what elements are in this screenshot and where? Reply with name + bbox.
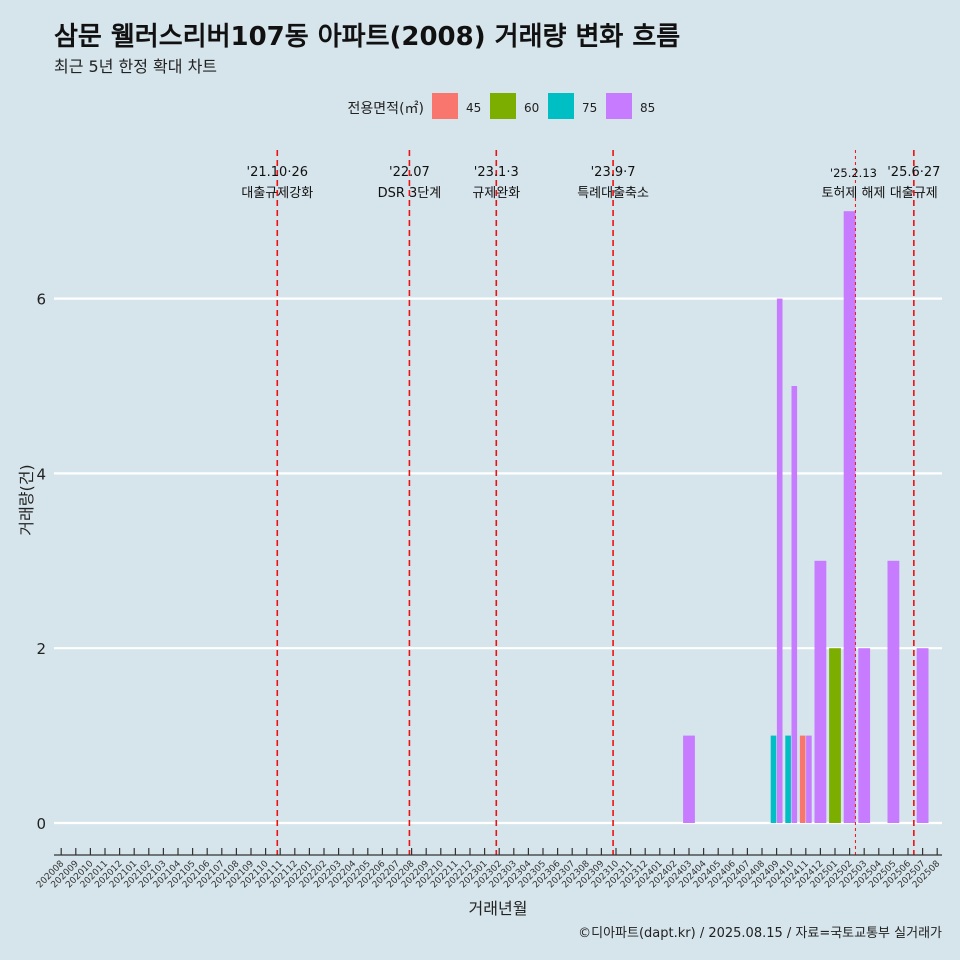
y-tick-label: 4: [36, 465, 46, 483]
y-tick-label: 2: [36, 640, 46, 658]
event-date-label: '25.6·27: [887, 165, 940, 180]
legend-label-75: 75: [582, 101, 597, 115]
bar-202403-85: [683, 735, 695, 823]
bar-202505-85: [887, 560, 900, 823]
legend-swatch-45: [432, 93, 458, 119]
legend-swatch-85: [606, 93, 632, 119]
event-date-label: '25.2.13: [830, 166, 877, 180]
bar-202502-85: [843, 211, 856, 823]
legend-title: 전용면적(㎡): [348, 101, 424, 117]
legend-label-45: 45: [466, 101, 481, 115]
legend-label-60: 60: [524, 101, 539, 115]
bar-202501-60: [829, 648, 841, 823]
legend-swatch-60: [490, 93, 516, 119]
legend-label-85: 85: [640, 101, 655, 115]
bar-202409-75: [770, 735, 777, 823]
bar-202503-85: [858, 648, 871, 823]
event-date-label: '22.07: [389, 165, 430, 180]
legend-swatch-75: [548, 93, 574, 119]
bar-202412-85: [814, 560, 827, 823]
bar-202409-85: [776, 298, 783, 824]
y-axis-title: 거래량(건): [17, 464, 36, 535]
bar-202411-45: [799, 735, 806, 823]
y-tick-label: 0: [36, 815, 46, 833]
chart-title: 삼문 웰러스리버107동 아파트(2008) 거래량 변화 흐름: [54, 22, 681, 52]
x-axis-title: 거래년월: [469, 899, 528, 918]
event-label: 토허제 해제: [821, 186, 885, 201]
event-label: 대출규제강화: [241, 186, 313, 201]
event-date-label: '23.1·3: [474, 165, 519, 180]
event-date-label: '23.9·7: [591, 165, 636, 180]
bar-202507-85: [916, 648, 929, 823]
bar-202410-75: [785, 735, 791, 823]
event-label: 규제완화: [472, 186, 520, 201]
event-date-label: '21.10·26: [247, 165, 308, 180]
event-label: 특례대출축소: [577, 186, 649, 201]
source-caption: ©디아파트(dapt.kr) / 2025.08.15 / 자료=국토교통부 실…: [578, 926, 942, 941]
event-label: DSR 3단계: [378, 186, 442, 201]
chart-subtitle: 최근 5년 한정 확대 차트: [54, 57, 218, 76]
event-label: 대출규제: [890, 186, 938, 201]
bar-202410-85: [791, 386, 798, 823]
bar-202411-85: [806, 735, 812, 823]
y-tick-label: 6: [36, 291, 46, 309]
